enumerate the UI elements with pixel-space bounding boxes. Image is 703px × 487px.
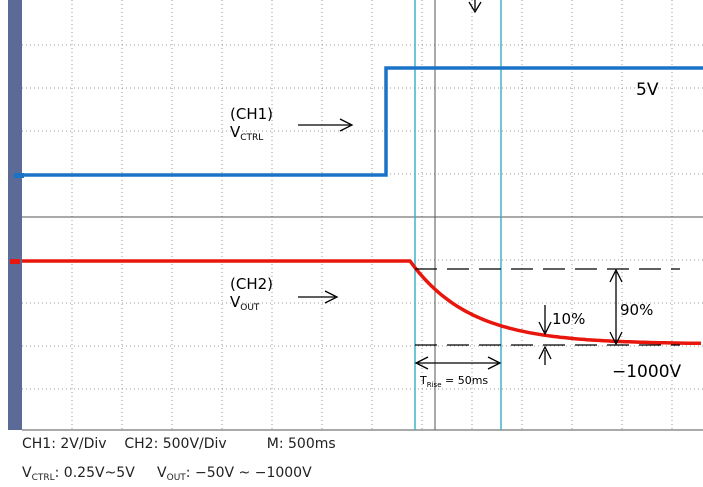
ch2-trace bbox=[22, 259, 702, 346]
side-bar bbox=[8, 0, 22, 430]
out-range: : −50V ~ −1000V bbox=[185, 465, 312, 481]
footer-line2: VCTRL: 0.25V~5V VOUT: −50V ~ −1000V bbox=[22, 465, 312, 483]
ch1-scale: CH1: 2V/Div bbox=[22, 436, 107, 452]
ch2-subscript: OUT bbox=[240, 303, 260, 313]
time-scale: M: 500ms bbox=[266, 436, 336, 452]
ch2-level: −1000V bbox=[612, 362, 682, 382]
ctrl-range: : 0.25V~5V bbox=[54, 465, 135, 481]
high-percent: 90% bbox=[620, 301, 654, 319]
ch2-symbol: V bbox=[230, 293, 241, 311]
ctrl-subscript: CTRL bbox=[31, 473, 55, 483]
rise-subscript: Rise bbox=[426, 381, 442, 389]
out-symbol: V bbox=[157, 465, 167, 481]
footer-line1: CH1: 2V/Div CH2: 500V/Div M: 500ms bbox=[22, 436, 336, 452]
ch1-name: (CH1) bbox=[230, 105, 274, 123]
ch2-marker bbox=[10, 259, 20, 264]
low-percent: 10% bbox=[552, 310, 586, 328]
ch2-label: (CH2) VOUT bbox=[230, 275, 273, 313]
ch1-marker bbox=[14, 173, 24, 178]
ch1-level: 5V bbox=[636, 80, 659, 100]
rise-symbol: T bbox=[420, 374, 427, 387]
screen bbox=[0, 0, 703, 430]
ch1-label: (CH1) VCTRL bbox=[230, 105, 273, 143]
ch2-name: (CH2) bbox=[230, 275, 274, 293]
rise-label: TRise = 50ms bbox=[420, 374, 488, 389]
ch1-symbol: V bbox=[230, 123, 241, 141]
out-subscript: OUT bbox=[166, 473, 186, 483]
ch1-subscript: CTRL bbox=[240, 133, 264, 143]
ctrl-symbol: V bbox=[22, 465, 32, 481]
annotation-lines bbox=[298, 0, 680, 370]
rise-value: = 50ms bbox=[441, 374, 489, 387]
ch1-trace bbox=[22, 66, 703, 177]
ch2-scale: CH2: 500V/Div bbox=[124, 436, 227, 452]
